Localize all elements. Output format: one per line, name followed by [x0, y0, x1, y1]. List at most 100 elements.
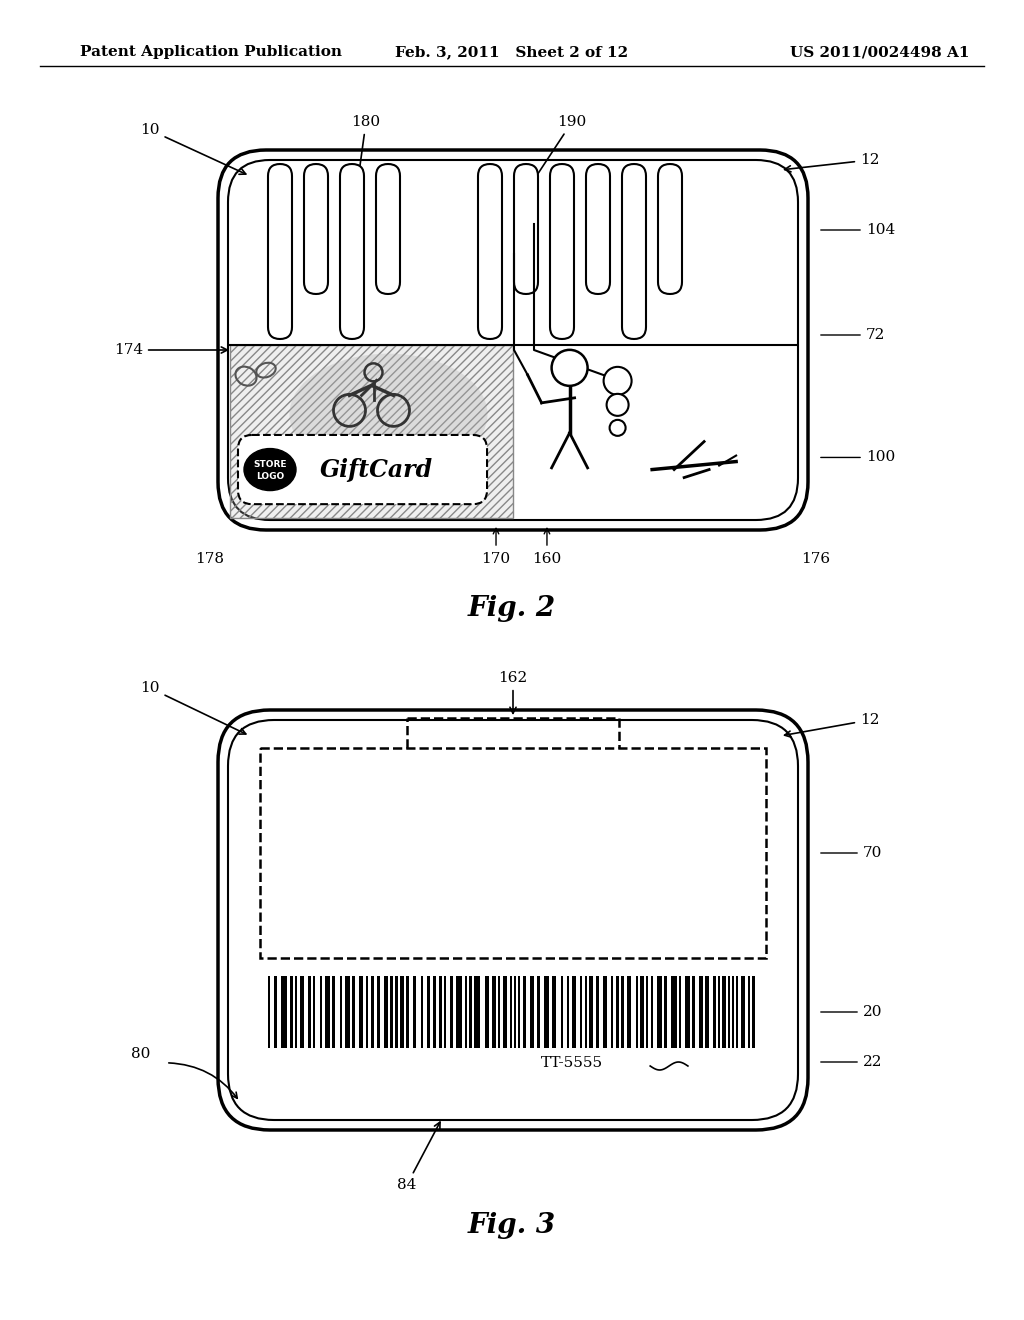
Bar — [518, 975, 520, 1048]
FancyBboxPatch shape — [268, 164, 292, 339]
Bar — [413, 975, 416, 1048]
Bar — [544, 975, 549, 1048]
Bar — [427, 975, 430, 1048]
Bar — [230, 345, 513, 517]
Text: 100: 100 — [866, 450, 895, 465]
Bar — [352, 975, 355, 1048]
Bar — [621, 975, 624, 1048]
Bar — [474, 975, 480, 1048]
Text: 190: 190 — [516, 115, 587, 206]
Bar — [300, 975, 304, 1048]
Bar — [616, 975, 618, 1048]
FancyBboxPatch shape — [550, 164, 574, 339]
FancyBboxPatch shape — [340, 164, 364, 339]
Circle shape — [552, 350, 588, 385]
Bar — [713, 975, 716, 1048]
Text: 84: 84 — [397, 1122, 440, 1192]
Bar — [390, 975, 393, 1048]
Bar — [308, 975, 311, 1048]
Text: Feb. 3, 2011   Sheet 2 of 12: Feb. 3, 2011 Sheet 2 of 12 — [395, 45, 629, 59]
Bar — [636, 975, 638, 1048]
Bar — [456, 975, 462, 1048]
Bar — [384, 975, 388, 1048]
Text: GiftCard: GiftCard — [319, 458, 433, 482]
FancyBboxPatch shape — [304, 164, 328, 294]
Text: 180: 180 — [351, 115, 381, 176]
Text: 80: 80 — [131, 1047, 150, 1061]
Bar — [567, 975, 569, 1048]
Bar — [722, 975, 726, 1048]
Bar — [585, 975, 587, 1048]
FancyBboxPatch shape — [238, 436, 487, 504]
Bar — [260, 748, 766, 958]
Bar — [469, 975, 472, 1048]
Bar — [646, 975, 648, 1048]
Text: LOGO: LOGO — [256, 473, 284, 480]
Bar — [345, 975, 350, 1048]
Bar — [692, 975, 695, 1048]
Text: 178: 178 — [196, 552, 224, 566]
Text: US 2011/0024498 A1: US 2011/0024498 A1 — [791, 45, 970, 59]
Ellipse shape — [244, 449, 296, 491]
Bar — [439, 975, 442, 1048]
Bar — [450, 975, 453, 1048]
Text: 176: 176 — [802, 552, 830, 566]
Bar — [705, 975, 709, 1048]
Bar — [359, 975, 362, 1048]
Text: Fig. 3: Fig. 3 — [468, 1212, 556, 1239]
Bar — [421, 975, 423, 1048]
Bar — [274, 975, 278, 1048]
Bar — [230, 345, 513, 517]
Bar — [736, 975, 738, 1048]
Bar — [325, 975, 330, 1048]
FancyBboxPatch shape — [218, 710, 808, 1130]
Text: 22: 22 — [863, 1055, 883, 1069]
Bar — [552, 975, 556, 1048]
Bar — [400, 975, 404, 1048]
FancyBboxPatch shape — [514, 164, 538, 294]
Circle shape — [609, 420, 626, 436]
Bar — [503, 975, 507, 1048]
Text: Patent Application Publication: Patent Application Publication — [80, 45, 342, 59]
FancyBboxPatch shape — [478, 164, 502, 339]
FancyBboxPatch shape — [228, 160, 798, 520]
Bar — [752, 975, 755, 1048]
Bar — [514, 975, 516, 1048]
Bar — [281, 975, 287, 1048]
Bar — [406, 975, 409, 1048]
Bar — [295, 975, 297, 1048]
Text: 20: 20 — [863, 1005, 883, 1019]
FancyBboxPatch shape — [586, 164, 610, 294]
Bar — [699, 975, 703, 1048]
FancyBboxPatch shape — [228, 719, 798, 1119]
Bar — [444, 975, 446, 1048]
Bar — [657, 975, 662, 1048]
Bar — [748, 975, 750, 1048]
Bar — [332, 975, 335, 1048]
Bar — [377, 975, 380, 1048]
Text: 170: 170 — [481, 552, 511, 566]
Bar — [371, 975, 374, 1048]
Bar — [718, 975, 720, 1048]
Bar — [523, 975, 526, 1048]
Text: 12: 12 — [784, 713, 880, 737]
Bar — [395, 975, 398, 1048]
Bar — [485, 975, 489, 1048]
Bar — [492, 975, 496, 1048]
Bar — [728, 975, 730, 1048]
Text: 10: 10 — [140, 681, 246, 734]
Bar — [651, 975, 653, 1048]
Text: 104: 104 — [866, 223, 895, 238]
Text: 162: 162 — [499, 671, 527, 713]
Bar — [290, 975, 293, 1048]
Ellipse shape — [290, 354, 487, 475]
Bar — [664, 975, 667, 1048]
Bar — [561, 975, 563, 1048]
Bar — [611, 975, 613, 1048]
Bar — [627, 975, 631, 1048]
Bar — [510, 975, 512, 1048]
Bar — [268, 975, 270, 1048]
Bar — [465, 975, 467, 1048]
Bar — [366, 975, 368, 1048]
Bar — [640, 975, 644, 1048]
